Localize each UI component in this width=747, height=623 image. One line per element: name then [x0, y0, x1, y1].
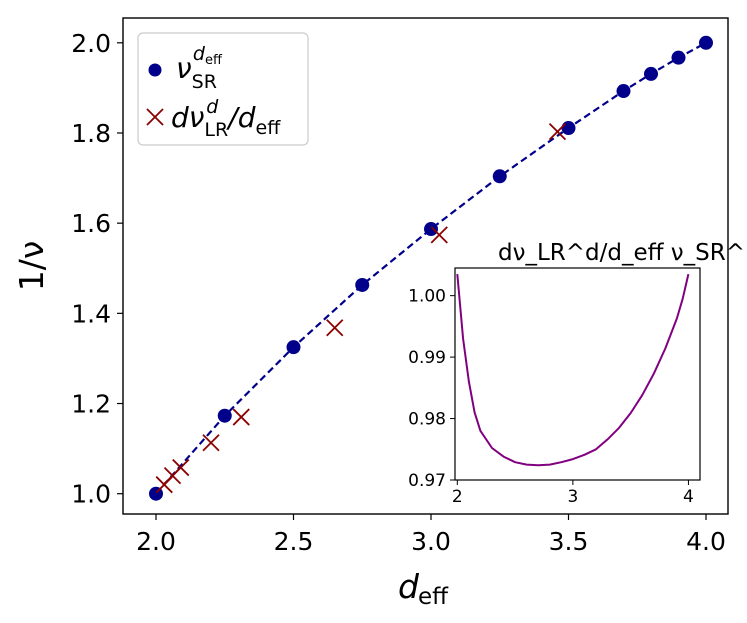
nu-sr-connecting-line [155, 41, 707, 495]
legend-marker-nu-sr [148, 63, 162, 77]
inset-background [455, 268, 700, 480]
y-tick-label: 1.0 [71, 480, 111, 509]
dnu-lr-point [202, 434, 220, 452]
nu-sr-point [699, 35, 713, 50]
y-tick-label: 1.8 [71, 119, 111, 148]
inset-title: dν_LR^d/d_eff ν_SR^{d_eff} [498, 240, 747, 266]
x-axis-label: d [398, 567, 420, 606]
legend-marker-dnu-lr [146, 108, 164, 126]
inset-y-tick-label: 0.97 [408, 471, 446, 491]
ratio-curve [456, 273, 690, 467]
inset-ratio-curve [456, 273, 690, 467]
main-markers [149, 35, 713, 501]
legend: νSRdeff dνLRd/deff [137, 32, 309, 146]
inset-x-tick-label: 2 [452, 487, 463, 507]
y-tick-label: 1.6 [71, 209, 111, 238]
main-x-ticks: 2.0 2.5 3.0 3.5 4.0 [136, 514, 726, 556]
inset-x-tick-label: 3 [567, 487, 578, 507]
legend-box [137, 32, 309, 146]
dnu-lr-point [172, 458, 190, 477]
dnu-lr-point [326, 319, 344, 337]
nu-sr-point [561, 121, 576, 136]
nu-sr-point [355, 277, 370, 292]
x-tick-label: 2.0 [136, 527, 176, 556]
x-tick-label: 4.0 [686, 527, 726, 556]
legend-label-dnu-lr: dνLRd/deff [171, 96, 281, 141]
nu-sr-point [217, 408, 232, 423]
y-axis-label: 1/ν [12, 241, 51, 292]
inset-plot: 2 3 4 0.97 0.98 0.99 1.00 dν_LR^d/d_eff ν_SR^… [408, 240, 747, 507]
nu-sr-point [644, 66, 658, 81]
nu-sr-point [424, 222, 438, 237]
main-y-ticks: 1.0 1.2 1.4 1.6 1.8 2.0 [71, 29, 123, 509]
nu-sr-point [492, 169, 507, 184]
inset-plot-frame [454, 267, 701, 481]
inset-x-ticks: 2 3 4 [452, 480, 694, 507]
dnu-lr-point [430, 226, 448, 244]
inset-y-ticks: 0.97 0.98 0.99 1.00 [408, 287, 455, 491]
inset-y-tick-label: 0.99 [408, 348, 446, 368]
nu-sr-dashed-line [155, 41, 707, 495]
x-tick-label: 3.5 [549, 527, 589, 556]
dnu-lr-point [232, 408, 250, 426]
legend-label-nu-sr: νSRdeff [176, 43, 223, 93]
inset-y-tick-label: 1.00 [408, 287, 446, 307]
inset-y-tick-label: 0.98 [408, 410, 446, 430]
main-plot-frame [122, 17, 729, 515]
y-tick-label: 1.4 [71, 299, 111, 328]
x-tick-label: 2.5 [274, 527, 314, 556]
dnu-lr-point [548, 122, 567, 141]
y-tick-label: 2.0 [71, 29, 111, 58]
nu-sr-point [286, 340, 301, 355]
inset-x-tick-label: 4 [683, 487, 694, 507]
x-axis-label-subscript: eff [418, 584, 449, 610]
main-plot: 2.0 2.5 3.0 3.5 4.0 1.0 1.2 1.4 1.6 1.8 2.0 d eff… [12, 17, 729, 610]
y-tick-label: 1.2 [71, 390, 111, 419]
nu-sr-point [671, 50, 686, 65]
nu-sr-point [616, 84, 631, 99]
x-tick-label: 3.0 [411, 527, 451, 556]
